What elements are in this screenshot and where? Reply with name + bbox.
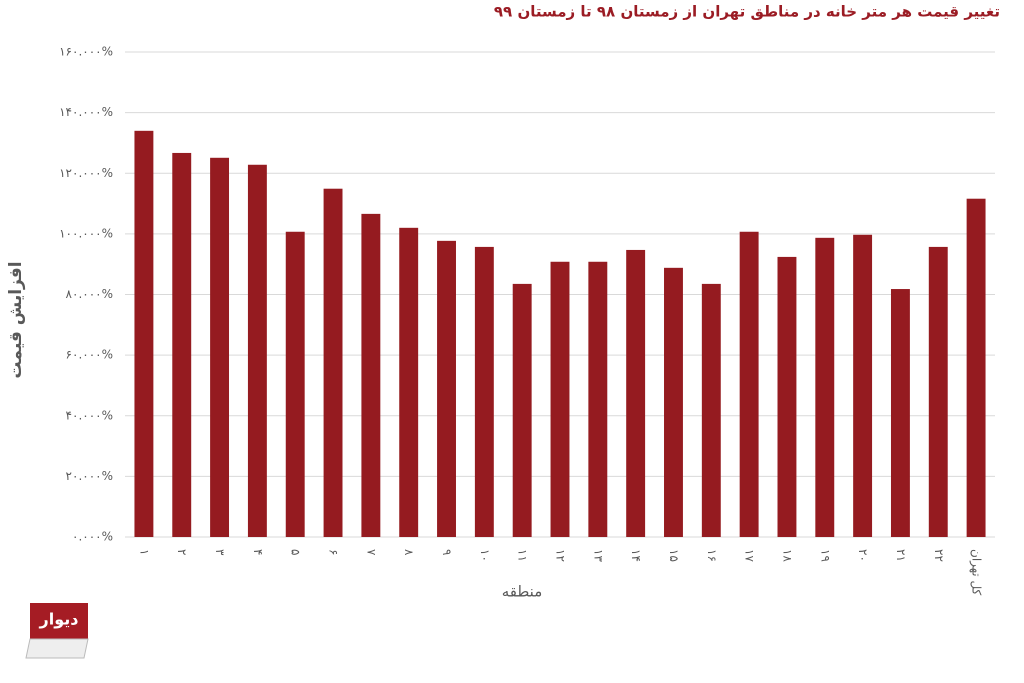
logo-base: [25, 638, 89, 659]
bar: [853, 234, 873, 538]
y-tick-label: ۱۶۰.۰۰۰%: [59, 45, 113, 59]
bar: [134, 130, 154, 537]
bar: [247, 164, 267, 537]
y-tick-label: ۱۴۰.۰۰۰%: [59, 105, 113, 119]
x-tick-label: ۱۰: [478, 549, 492, 562]
x-tick-label: ۲۲: [932, 549, 946, 562]
x-tick-label: ۱۵: [667, 549, 681, 562]
bar: [588, 261, 608, 537]
x-tick-label: ۱۸: [780, 549, 794, 562]
x-tick-label: ۴: [251, 549, 265, 555]
logo-box: [30, 603, 88, 639]
x-tick-label: ۹: [440, 549, 454, 555]
x-tick-label: ۱۹: [818, 549, 832, 562]
x-tick-label: ۱۱: [516, 549, 530, 562]
bar: [739, 231, 759, 538]
x-tick-label: ۱۴: [629, 549, 643, 562]
chart-title: تغییر قیمت هر متر خانه در مناطق تهران از…: [494, 3, 1000, 21]
y-tick-label: ۲۰.۰۰۰%: [66, 469, 113, 483]
bar: [361, 213, 381, 537]
bar: [172, 152, 192, 538]
y-tick-label: ۸۰.۰۰۰%: [66, 287, 113, 301]
x-tick-label: ۶: [327, 549, 341, 555]
bar: [285, 231, 305, 538]
x-axis-label: منطقه: [502, 583, 543, 601]
x-tick-label: ۷: [364, 549, 378, 556]
x-tick-label: ۱۷: [743, 549, 757, 562]
bar: [210, 157, 230, 537]
y-tick-label: ۰.۰۰۰%: [72, 530, 113, 544]
bar: [664, 267, 683, 537]
x-tick-label: ۳: [213, 549, 227, 556]
bar: [323, 188, 343, 537]
bar: [474, 246, 494, 538]
x-tick-label: ۵: [289, 549, 303, 555]
y-axis-label: افزایش قیمت: [6, 261, 26, 378]
logo: دیوار: [25, 603, 89, 659]
y-tick-label: ۱۰۰.۰۰۰%: [59, 226, 113, 240]
y-tick-label: ۶۰.۰۰۰%: [66, 348, 113, 362]
bar: [966, 198, 986, 537]
bar: [626, 249, 646, 538]
x-tick-label: ۱۶: [705, 549, 719, 562]
x-tick-label: ۸: [402, 549, 416, 556]
bar: [399, 227, 419, 537]
logo-text: دیوار: [39, 610, 79, 629]
x-tick-label: ۲۱: [894, 549, 908, 562]
bar: [437, 240, 456, 538]
y-tick-label: ۴۰.۰۰۰%: [66, 408, 113, 422]
x-tick-label: کل تهران: [969, 549, 984, 596]
bar: [815, 237, 835, 538]
bar: [890, 289, 910, 537]
x-tick-label: ۱۳: [591, 549, 605, 562]
x-tick-label: ۲۰: [856, 549, 870, 562]
bar: [928, 246, 948, 538]
bar: [512, 283, 532, 537]
x-tick-label: ۱۲: [554, 549, 568, 562]
x-tick-label: ۲: [175, 549, 189, 555]
bar: [550, 261, 570, 537]
y-tick-label: ۱۲۰.۰۰۰%: [59, 166, 113, 180]
bar: [701, 283, 721, 537]
x-tick-label: ۱: [137, 549, 151, 555]
bar: [777, 256, 797, 537]
